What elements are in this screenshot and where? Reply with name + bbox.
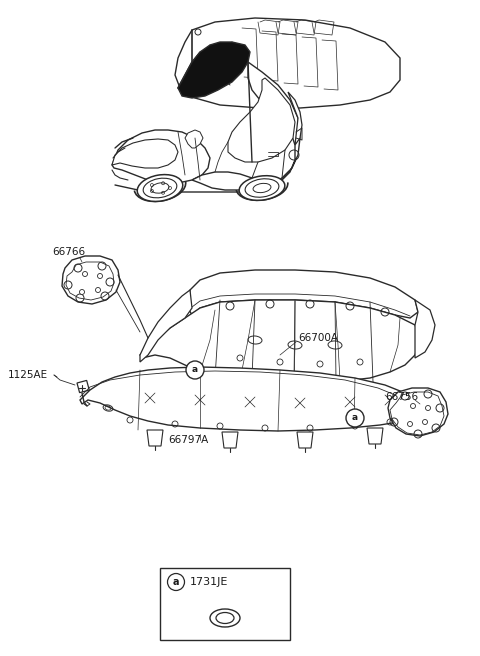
Polygon shape [228,78,295,162]
Circle shape [80,289,84,295]
Ellipse shape [253,184,271,193]
Text: 66797A: 66797A [168,435,208,445]
Ellipse shape [239,176,285,200]
Text: 1125AE: 1125AE [8,370,48,380]
Polygon shape [80,367,415,431]
Circle shape [168,573,184,590]
Polygon shape [192,62,300,190]
Circle shape [97,274,103,279]
Ellipse shape [137,174,183,201]
Circle shape [425,405,431,411]
Polygon shape [178,42,250,98]
Circle shape [422,419,428,424]
Polygon shape [188,270,418,318]
Bar [160,568,290,640]
Circle shape [83,272,87,276]
Polygon shape [415,300,435,358]
Text: a: a [173,577,179,587]
Polygon shape [112,130,210,183]
Circle shape [96,287,100,293]
Ellipse shape [210,609,240,627]
Polygon shape [140,290,192,362]
Text: a: a [192,365,198,375]
Polygon shape [288,92,302,145]
Circle shape [346,409,364,427]
Text: 66766: 66766 [52,247,85,257]
Text: 1731JE: 1731JE [190,577,228,587]
Polygon shape [367,428,383,444]
Polygon shape [147,430,163,446]
Polygon shape [388,388,448,436]
Polygon shape [112,139,178,168]
Ellipse shape [143,178,177,198]
Text: a: a [352,413,358,422]
Circle shape [410,403,416,409]
Ellipse shape [151,183,169,193]
Text: 66756: 66756 [385,392,418,402]
Polygon shape [222,432,238,448]
Ellipse shape [245,179,279,197]
Polygon shape [62,256,120,304]
Polygon shape [297,432,313,448]
Circle shape [408,422,412,426]
Circle shape [186,361,204,379]
Bar [77,380,89,393]
Text: 66700A: 66700A [298,333,338,343]
Polygon shape [185,130,203,148]
Polygon shape [140,300,420,384]
Polygon shape [175,18,400,108]
Ellipse shape [216,613,234,623]
